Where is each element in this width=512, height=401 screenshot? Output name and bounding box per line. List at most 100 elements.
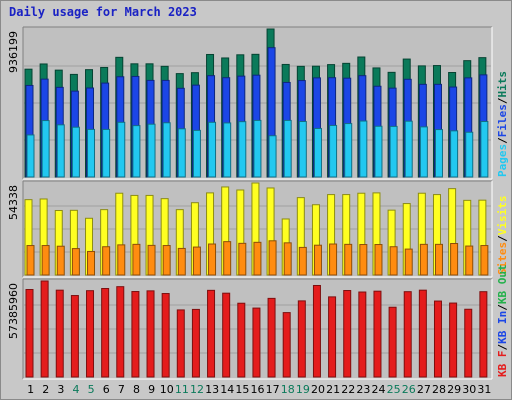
x-tick-label: 12 (190, 383, 204, 396)
legend-entry: / (496, 137, 509, 144)
x-tick-label: 11 (175, 383, 189, 396)
bar-sites (313, 244, 322, 276)
bar-kbf (449, 302, 458, 378)
legend-entry: Hits (496, 71, 509, 98)
bar-sites (71, 248, 80, 276)
x-tick-label: 13 (205, 383, 219, 396)
x-tick-label: 21 (326, 383, 340, 396)
bar-kbf (479, 291, 488, 378)
bar-kbf (403, 291, 412, 378)
bar-pages (313, 127, 322, 178)
bar-sites (329, 243, 338, 276)
bar-sites (102, 246, 111, 276)
bar-pages (56, 124, 65, 178)
bar-sites (132, 243, 141, 276)
bar-sites (253, 241, 262, 276)
bar-kbf (222, 292, 231, 378)
x-tick-label: 4 (72, 383, 79, 396)
bar-pages (450, 130, 459, 178)
bar-kbf (312, 284, 321, 378)
legend-entry: KB Out (496, 264, 509, 304)
bar-kbf (237, 302, 246, 378)
bar-pages (147, 123, 156, 178)
bar-sites (177, 247, 186, 276)
bar-pages (344, 123, 353, 178)
x-tick-label: 19 (296, 383, 310, 396)
x-tick-label: 5 (88, 383, 95, 396)
legend-entry: / (496, 97, 509, 104)
x-tick-label: 20 (311, 383, 325, 396)
bar-sites (419, 243, 428, 276)
bar-kbf (25, 289, 34, 378)
bar-sites (238, 242, 247, 276)
x-tick-label: 1 (27, 383, 34, 396)
bar-pages (480, 121, 489, 178)
bar-kbf (207, 289, 216, 378)
legend-entry: / (496, 235, 509, 242)
bar-pages (465, 131, 474, 178)
panel-max-label: 54338 (7, 185, 20, 220)
x-tick-label: 28 (432, 383, 446, 396)
bar-sites (389, 246, 398, 276)
bar-kbf (433, 300, 442, 378)
bar-sites (480, 245, 489, 276)
bar-pages (359, 120, 368, 178)
bar-pages (419, 126, 428, 178)
bar-kbf (267, 297, 276, 378)
panel-legend: KB F/KB In/KB Out (496, 264, 509, 377)
bar-sites (359, 244, 368, 276)
bar-kbf (161, 293, 170, 378)
x-tick-label: 24 (372, 383, 386, 396)
x-tick-label: 25 (387, 383, 401, 396)
bar-pages (132, 125, 141, 178)
panel-legend: Pages/Files/Hits (496, 71, 509, 177)
bar-sites (404, 248, 413, 276)
bar-kbf (388, 306, 397, 378)
bar-pages (374, 125, 383, 178)
bar-kbf (131, 291, 140, 378)
x-tick-label: 10 (160, 383, 174, 396)
x-tick-label: 2 (42, 383, 49, 396)
bar-kbf (146, 290, 155, 378)
x-tick-label: 29 (447, 383, 461, 396)
legend-entry: KB In (496, 311, 509, 344)
bar-kbf (418, 289, 427, 378)
bar-pages (389, 125, 398, 178)
panel-max-label: 57385960 (7, 283, 20, 339)
legend-entry: Visits (496, 196, 509, 236)
bar-pages (117, 121, 126, 178)
x-tick-label: 8 (133, 383, 140, 396)
bar-sites (208, 243, 217, 276)
bar-kbf (40, 280, 49, 378)
x-tick-label: 27 (417, 383, 431, 396)
bar-kbf (328, 296, 337, 378)
bar-pages (102, 128, 111, 178)
bar-sites (298, 246, 307, 276)
bar-kbf (101, 288, 110, 378)
bar-pages (329, 124, 338, 178)
legend-entry: Pages (496, 144, 509, 177)
bar-sites (41, 245, 50, 276)
bar-pages (208, 121, 217, 178)
bar-kbf (70, 295, 79, 378)
panel-legend: Sites/Visits (496, 196, 509, 276)
bar-sites (465, 245, 474, 276)
bar-pages (283, 119, 292, 178)
x-tick-label: 18 (281, 383, 295, 396)
bar-kbf (297, 300, 306, 378)
x-tick-label: 17 (266, 383, 280, 396)
bar-sites (147, 244, 156, 276)
bar-sites (434, 243, 443, 276)
bar-pages (41, 120, 50, 178)
bar-pages (192, 129, 201, 178)
bar-kbf (358, 291, 367, 378)
bar-pages (71, 126, 80, 178)
x-tick-label: 7 (118, 383, 125, 396)
bar-kbf (373, 290, 382, 378)
bar-sites (87, 250, 96, 276)
bar-sites (268, 240, 277, 276)
x-tick-label: 22 (341, 383, 355, 396)
bar-kbf (343, 290, 352, 378)
bar-pages (238, 121, 247, 178)
bar-kbf (464, 308, 473, 378)
